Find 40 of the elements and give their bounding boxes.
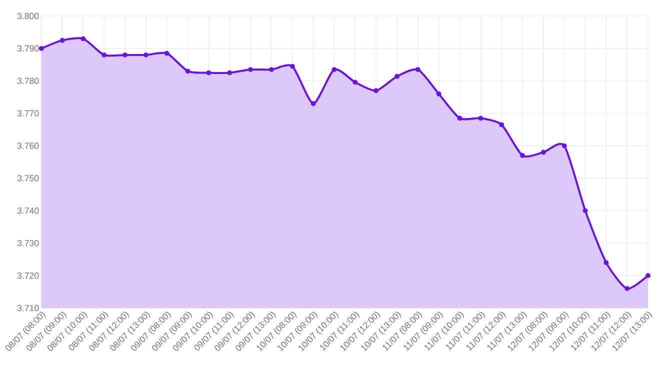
point bbox=[582, 208, 588, 214]
y-tick-label: 3.780 bbox=[17, 78, 39, 84]
point bbox=[102, 52, 107, 58]
point bbox=[646, 273, 650, 278]
point bbox=[164, 50, 170, 56]
y-tick-label: 3.740 bbox=[17, 208, 39, 214]
point bbox=[624, 286, 630, 291]
y-tick-label: 3.770 bbox=[17, 110, 39, 116]
point bbox=[499, 122, 504, 128]
y-tick-label: 3.750 bbox=[17, 175, 39, 182]
y-tick-label: 3.790 bbox=[17, 45, 39, 52]
point bbox=[206, 70, 212, 76]
point bbox=[394, 74, 400, 79]
y-tick-label: 3.710 bbox=[17, 304, 39, 312]
point bbox=[457, 116, 462, 121]
point bbox=[520, 153, 525, 158]
point bbox=[352, 80, 358, 85]
point bbox=[60, 38, 65, 43]
point bbox=[374, 88, 379, 94]
point bbox=[436, 91, 442, 96]
point bbox=[248, 67, 253, 72]
point bbox=[185, 68, 190, 74]
y-tick-label: 3.760 bbox=[17, 142, 39, 149]
point bbox=[562, 143, 567, 148]
point bbox=[268, 67, 274, 72]
point bbox=[143, 52, 148, 58]
point bbox=[227, 70, 232, 76]
point bbox=[540, 150, 546, 155]
y-tick-label: 3.730 bbox=[17, 240, 39, 246]
point bbox=[310, 101, 316, 106]
y-tick-label: 3.720 bbox=[17, 272, 39, 279]
point bbox=[332, 67, 337, 72]
point bbox=[604, 260, 609, 266]
point bbox=[38, 46, 44, 51]
point bbox=[122, 52, 128, 58]
point bbox=[478, 116, 484, 121]
point bbox=[290, 64, 295, 69]
point bbox=[80, 36, 86, 42]
point bbox=[415, 67, 420, 72]
y-tick-label: 3.800 bbox=[17, 12, 39, 20]
